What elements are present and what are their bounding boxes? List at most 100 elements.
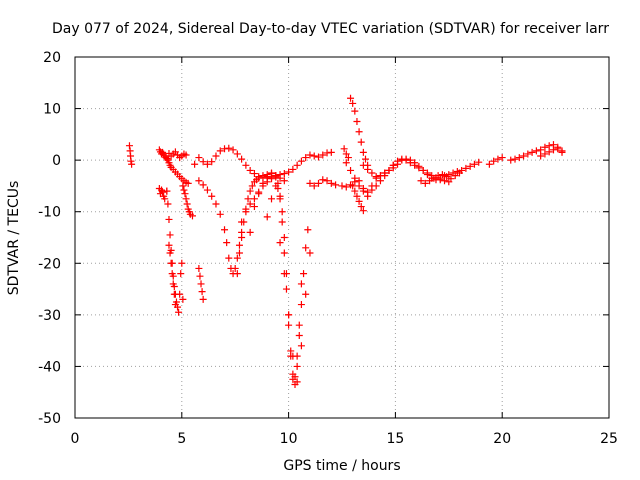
data-point bbox=[347, 94, 355, 102]
y-tick-label: -20 bbox=[38, 256, 61, 272]
data-point bbox=[490, 157, 498, 165]
data-point bbox=[242, 161, 250, 169]
data-point bbox=[263, 173, 271, 181]
data-point bbox=[541, 143, 549, 151]
data-point bbox=[216, 210, 224, 218]
data-point bbox=[276, 174, 284, 182]
series-arc-i bbox=[195, 177, 246, 278]
data-point bbox=[238, 155, 246, 163]
series-arc-u bbox=[417, 169, 463, 187]
data-point bbox=[221, 226, 229, 234]
data-point bbox=[276, 192, 284, 200]
data-point bbox=[225, 144, 233, 152]
data-point bbox=[208, 192, 216, 200]
series-arc-k bbox=[233, 170, 288, 278]
y-tick-label: -50 bbox=[38, 411, 61, 427]
data-point bbox=[191, 160, 199, 168]
data-point bbox=[332, 181, 340, 189]
y-tick-label: -10 bbox=[38, 205, 61, 221]
data-point bbox=[285, 311, 293, 319]
data-point bbox=[289, 165, 297, 173]
data-point bbox=[291, 373, 299, 381]
x-tick-label: 15 bbox=[386, 431, 404, 447]
data-point bbox=[180, 186, 188, 194]
data-point bbox=[233, 270, 241, 278]
series-arc-v bbox=[485, 154, 506, 168]
data-point bbox=[430, 174, 438, 182]
data-point bbox=[466, 162, 474, 170]
y-axis: -50 -40 -30 -20 -10 0 10 20 bbox=[38, 50, 609, 427]
data-point bbox=[494, 155, 502, 163]
data-point bbox=[246, 228, 254, 236]
data-point bbox=[165, 215, 173, 223]
series-arc-s bbox=[349, 182, 367, 215]
data-point bbox=[293, 362, 301, 370]
data-point bbox=[310, 152, 318, 160]
data-point bbox=[280, 249, 288, 257]
data-point bbox=[182, 151, 190, 159]
series-arc-g bbox=[195, 264, 207, 303]
data-point bbox=[175, 308, 183, 316]
data-point bbox=[169, 280, 177, 288]
data-point bbox=[259, 172, 267, 180]
data-point bbox=[166, 231, 174, 239]
chart-title: Day 077 of 2024, Sidereal Day-to-day VTE… bbox=[52, 21, 609, 37]
data-point bbox=[368, 169, 376, 177]
data-point bbox=[355, 197, 363, 205]
grid-lines bbox=[75, 57, 609, 418]
data-point bbox=[353, 117, 361, 125]
data-point bbox=[255, 174, 263, 182]
data-point bbox=[246, 166, 254, 174]
data-point bbox=[195, 264, 203, 272]
data-point bbox=[259, 179, 267, 187]
series-arc-d bbox=[163, 187, 187, 316]
data-point bbox=[306, 179, 314, 187]
x-axis: 0 5 10 15 20 25 bbox=[71, 57, 618, 447]
data-point bbox=[297, 157, 305, 165]
data-point bbox=[355, 177, 363, 185]
series-arc-m bbox=[263, 182, 305, 381]
data-point bbox=[470, 160, 478, 168]
data-point bbox=[364, 192, 372, 200]
y-tick-label: -30 bbox=[38, 308, 61, 324]
data-point bbox=[355, 128, 363, 136]
data-point bbox=[235, 241, 243, 249]
data-point bbox=[170, 290, 178, 298]
data-point bbox=[297, 301, 305, 309]
data-point bbox=[323, 177, 331, 185]
data-point bbox=[297, 280, 305, 288]
data-point bbox=[188, 212, 196, 220]
data-point bbox=[302, 154, 310, 162]
data-point bbox=[165, 241, 173, 249]
series-arc-c bbox=[155, 148, 190, 203]
data-point bbox=[402, 155, 410, 163]
data-point bbox=[372, 173, 380, 181]
data-point bbox=[285, 168, 293, 176]
data-point bbox=[306, 249, 314, 257]
data-point bbox=[434, 172, 442, 180]
data-point bbox=[159, 188, 167, 196]
plot-frame bbox=[74, 56, 610, 419]
data-point bbox=[163, 187, 171, 195]
data-point bbox=[524, 150, 532, 158]
data-point bbox=[417, 177, 425, 185]
data-point bbox=[179, 182, 187, 190]
data-point bbox=[426, 177, 434, 185]
data-point bbox=[184, 179, 192, 187]
data-point bbox=[268, 169, 276, 177]
data-point bbox=[233, 254, 241, 262]
data-point bbox=[462, 164, 470, 172]
data-point bbox=[300, 270, 308, 278]
series-arc-x bbox=[537, 145, 566, 160]
data-point bbox=[549, 146, 557, 154]
data-point bbox=[163, 155, 171, 163]
data-point bbox=[287, 347, 295, 355]
data-point bbox=[293, 378, 301, 386]
data-point bbox=[280, 170, 288, 178]
data-point bbox=[197, 280, 205, 288]
data-point bbox=[558, 148, 566, 156]
data-point bbox=[268, 195, 276, 203]
data-point bbox=[235, 249, 243, 257]
data-point bbox=[229, 146, 237, 154]
series-arc-b bbox=[155, 146, 192, 187]
